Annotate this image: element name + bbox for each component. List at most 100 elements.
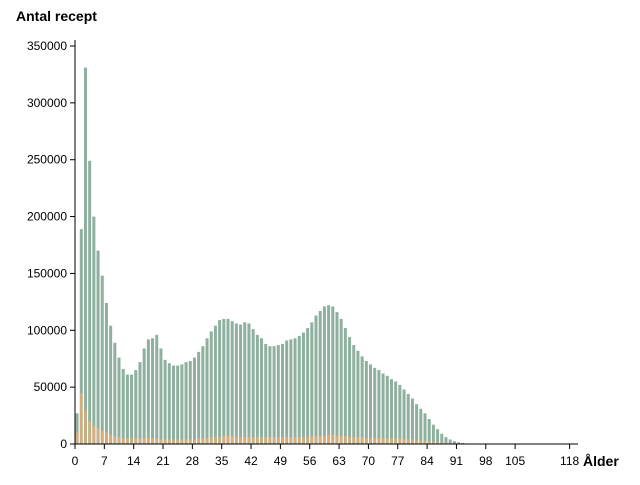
bar-series-1-age-12 <box>126 375 129 444</box>
bar-series-1-age-65 <box>348 337 351 444</box>
bar-series-2-age-32 <box>210 437 212 444</box>
bar-series-2-age-68 <box>361 437 363 444</box>
bar-series-1-age-79 <box>407 394 410 444</box>
bar-series-1-age-47 <box>273 346 276 444</box>
bar-series-2-age-67 <box>357 437 359 444</box>
bar-series-1-age-45 <box>264 344 267 444</box>
bar-series-2-age-59 <box>323 436 325 444</box>
y-tick-label-100000: 100000 <box>27 323 67 337</box>
bar-series-2-age-35 <box>223 436 225 444</box>
bar-series-2-age-77 <box>399 438 401 444</box>
bar-series-1-age-56 <box>310 322 313 444</box>
bar-series-1-age-73 <box>382 374 385 445</box>
x-tick-label-63: 63 <box>332 454 346 468</box>
bar-series-2-age-55 <box>306 437 308 444</box>
y-tick-label-350000: 350000 <box>27 39 67 53</box>
bar-series-1-age-66 <box>352 345 355 444</box>
bar-series-1-age-64 <box>344 328 347 444</box>
x-axis-label: Ålder <box>583 453 619 469</box>
bar-series-1-age-23 <box>172 366 175 444</box>
bar-series-2-age-79 <box>407 439 409 444</box>
bar-series-2-age-65 <box>348 437 350 444</box>
bar-series-2-age-28 <box>193 439 195 444</box>
x-tick-label-49: 49 <box>274 454 288 468</box>
bar-series-2-age-38 <box>235 437 237 444</box>
bar-series-1-age-69 <box>365 361 368 444</box>
bar-series-1-age-28 <box>193 358 196 444</box>
bar-series-1-age-31 <box>206 338 209 444</box>
bar-series-2-age-14 <box>135 438 137 444</box>
bar-series-2-age-74 <box>386 438 388 444</box>
bar-series-1-age-39 <box>239 325 242 444</box>
bar-series-1-age-38 <box>235 323 238 444</box>
bar-series-1-age-18 <box>151 338 154 444</box>
bar-series-1-age-46 <box>268 346 271 444</box>
bar-series-2-age-63 <box>340 436 342 444</box>
bar-series-2-age-22 <box>168 439 170 444</box>
bar-series-2-age-70 <box>369 438 371 444</box>
bar-series-1-age-7 <box>105 303 108 444</box>
bar-series-1-age-76 <box>394 381 397 444</box>
bar-series-1-age-60 <box>327 305 330 444</box>
bar-series-2-age-33 <box>214 437 216 444</box>
bar-series-1-age-36 <box>226 319 229 444</box>
bar-series-2-age-7 <box>105 433 107 444</box>
bar-series-1-age-48 <box>277 345 280 444</box>
bar-series-1-age-67 <box>356 351 359 444</box>
x-tick-label-118: 118 <box>560 454 579 468</box>
x-tick-label-42: 42 <box>244 454 258 468</box>
bar-series-2-age-21 <box>164 439 166 444</box>
bar-series-1-age-21 <box>164 360 167 444</box>
bar-series-1-age-8 <box>109 326 112 444</box>
bar-series-1-age-83 <box>424 413 427 444</box>
bar-series-2-age-62 <box>336 436 338 444</box>
bar-series-2-age-64 <box>344 436 346 444</box>
bar-series-1-age-49 <box>281 344 284 444</box>
bar-series-2-age-81 <box>415 441 417 444</box>
bar-series-1-age-34 <box>218 320 221 444</box>
bar-series-2-age-61 <box>332 435 334 444</box>
bar-series-2-age-5 <box>97 428 99 444</box>
bar-series-2-age-26 <box>185 439 187 444</box>
x-tick-label-105: 105 <box>505 454 525 468</box>
bar-series-1-age-54 <box>302 333 305 444</box>
y-tick-label-200000: 200000 <box>27 210 67 224</box>
bar-series-1-age-32 <box>210 331 213 444</box>
bar-series-1-age-17 <box>147 339 150 444</box>
bar-series-2-age-11 <box>122 438 124 444</box>
bar-series-1-age-68 <box>361 356 364 444</box>
x-tick-label-35: 35 <box>215 454 229 468</box>
bar-series-1-age-3 <box>88 161 91 444</box>
bar-series-2-age-31 <box>206 438 208 444</box>
bar-series-1-age-62 <box>335 312 338 444</box>
bar-series-2-age-6 <box>101 430 103 444</box>
bar-series-1-age-77 <box>398 385 401 444</box>
bar-series-1-age-4 <box>92 217 95 444</box>
bar-series-2-age-72 <box>378 438 380 444</box>
bar-series-2-age-46 <box>269 437 271 444</box>
bar-series-1-age-42 <box>252 329 255 444</box>
y-tick-label-50000: 50000 <box>34 380 68 394</box>
bar-series-1-age-53 <box>298 336 301 444</box>
bar-series-1-age-33 <box>214 326 217 444</box>
bar-series-1-age-19 <box>155 335 158 444</box>
bar-series-1-age-51 <box>289 339 292 444</box>
bar-series-1-age-59 <box>323 306 326 444</box>
bar-series-2-age-27 <box>189 439 191 444</box>
bar-series-1-age-71 <box>373 368 376 444</box>
x-tick-label-56: 56 <box>303 454 317 468</box>
bar-series-2-age-53 <box>298 437 300 444</box>
bar-series-2-age-75 <box>390 438 392 444</box>
bar-series-2-age-15 <box>139 438 141 444</box>
bar-series-2-age-57 <box>315 436 317 444</box>
bar-series-2-age-2 <box>84 410 86 444</box>
bar-series-1-age-40 <box>243 322 246 444</box>
bar-series-2-age-24 <box>177 439 179 444</box>
bar-series-1-age-80 <box>411 399 414 444</box>
bar-series-1-age-13 <box>130 375 133 444</box>
bar-series-2-age-45 <box>265 437 267 444</box>
bar-series-2-age-12 <box>126 438 128 444</box>
bar-series-2-age-1 <box>80 393 82 444</box>
bar-series-1-age-10 <box>118 358 121 444</box>
